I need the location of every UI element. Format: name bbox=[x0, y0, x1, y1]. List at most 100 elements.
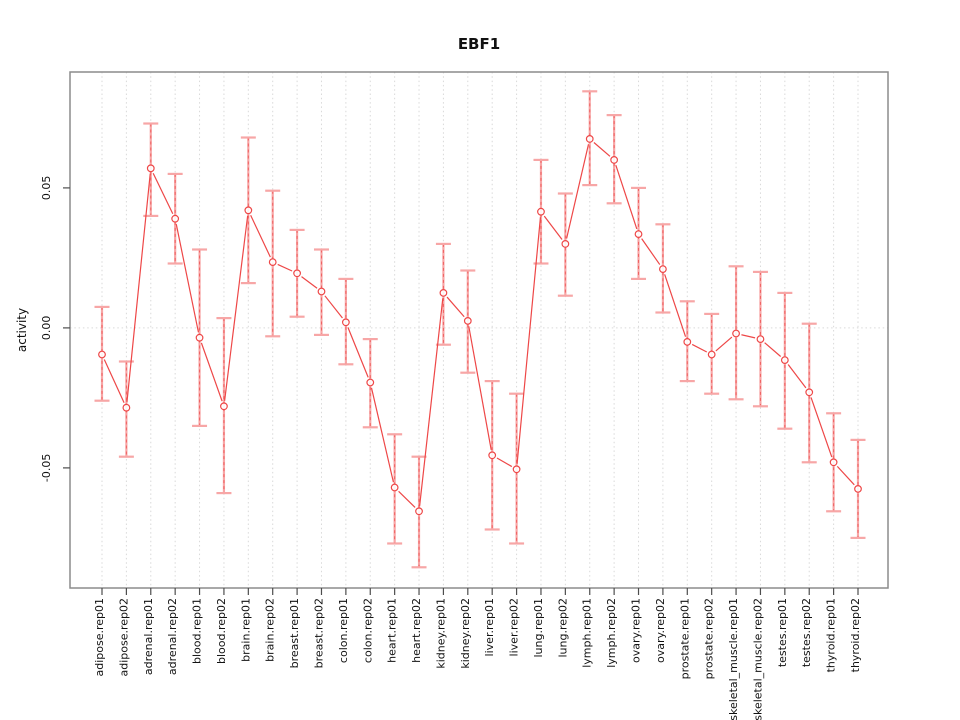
x-tick-label: testes.rep02 bbox=[800, 598, 813, 667]
x-tick-label: blood.rep02 bbox=[215, 598, 228, 664]
x-tick-label: kidney.rep01 bbox=[434, 598, 447, 669]
data-point-marker bbox=[561, 240, 570, 248]
series-line-segment bbox=[836, 465, 855, 486]
series-line-segment bbox=[446, 296, 465, 318]
x-tick-label: testes.rep01 bbox=[776, 598, 789, 667]
data-point-marker bbox=[732, 329, 740, 338]
data-point-marker bbox=[122, 403, 131, 412]
data-point-marker bbox=[268, 258, 277, 267]
data-point-marker bbox=[195, 333, 204, 342]
x-tick-label: lymph.rep02 bbox=[605, 598, 618, 668]
x-tick-label: liver.rep01 bbox=[483, 598, 496, 656]
series-line-segment bbox=[103, 359, 125, 403]
series-line-segment bbox=[664, 274, 687, 337]
data-point-marker bbox=[780, 356, 789, 364]
x-tick-label: brain.rep02 bbox=[264, 598, 277, 662]
data-point-marker bbox=[220, 402, 228, 411]
x-tick-label: heart.rep01 bbox=[386, 598, 399, 663]
x-tick-label: brain.rep01 bbox=[239, 598, 252, 662]
data-point-marker bbox=[146, 164, 155, 173]
x-tick-label: adipose.rep01 bbox=[93, 598, 106, 677]
data-point-marker bbox=[463, 317, 472, 325]
series-line-segment bbox=[370, 387, 394, 483]
x-tick-label: breast.rep02 bbox=[312, 598, 325, 668]
x-tick-label: heart.rep02 bbox=[410, 598, 423, 663]
series-line-segment bbox=[516, 217, 542, 464]
data-point-marker bbox=[439, 289, 448, 297]
data-point-marker bbox=[171, 214, 180, 223]
data-point-marker bbox=[488, 451, 497, 460]
data-point-marker bbox=[98, 350, 106, 359]
x-tick-label: skeletal_muscle.rep01 bbox=[727, 598, 740, 720]
x-tick-label: adrenal.rep01 bbox=[142, 598, 155, 675]
series-line-segment bbox=[419, 298, 444, 506]
y-tick-label: 0.00 bbox=[40, 316, 53, 341]
data-point-marker bbox=[659, 265, 667, 274]
chart-title: EBF1 bbox=[458, 35, 500, 53]
x-tick-label: breast.rep01 bbox=[288, 598, 301, 668]
data-point-marker bbox=[854, 484, 862, 493]
series-line-segment bbox=[787, 364, 807, 389]
y-tick-label: -0.05 bbox=[40, 454, 53, 482]
data-point-marker bbox=[537, 207, 545, 216]
plot-frame bbox=[69, 71, 889, 589]
x-tick-label: adrenal.rep02 bbox=[166, 598, 179, 675]
x-tick-label: blood.rep01 bbox=[191, 598, 204, 664]
data-point-marker bbox=[415, 507, 423, 516]
data-point-marker bbox=[390, 483, 399, 492]
data-point-marker bbox=[366, 378, 375, 387]
chart-generated-layer: adipose.rep01 adipose.rep02 adrenal.rep01 a… bbox=[40, 71, 889, 720]
y-tick-label: 0.05 bbox=[40, 176, 53, 201]
y-axis-title: activity bbox=[15, 308, 29, 352]
series-line-segment bbox=[741, 334, 756, 339]
data-point-marker bbox=[683, 337, 692, 346]
x-tick-label: lymph.rep01 bbox=[581, 598, 594, 668]
data-point-marker bbox=[756, 335, 765, 343]
series-line-segment bbox=[810, 397, 833, 458]
series-line-segment bbox=[543, 215, 563, 240]
series-line-segment bbox=[593, 142, 611, 157]
series-line-segment bbox=[126, 173, 151, 403]
series-line-segment bbox=[398, 490, 416, 508]
series-line-segment bbox=[250, 215, 271, 258]
x-tick-label: prostate.rep02 bbox=[703, 598, 716, 679]
series-line-segment bbox=[691, 343, 708, 353]
x-tick-label: lung.rep02 bbox=[556, 598, 569, 658]
series-line-segment bbox=[200, 342, 223, 402]
data-point-marker bbox=[707, 350, 716, 359]
x-tick-label: ovary.rep01 bbox=[630, 598, 643, 663]
x-tick-label: adipose.rep02 bbox=[117, 598, 130, 677]
data-point-marker bbox=[512, 465, 521, 474]
data-point-marker bbox=[341, 318, 350, 327]
series-line-segment bbox=[496, 457, 513, 468]
x-tick-label: kidney.rep02 bbox=[459, 598, 472, 669]
x-tick-label: ovary.rep02 bbox=[654, 598, 667, 663]
x-tick-label: thyroid.rep02 bbox=[849, 598, 862, 672]
series-line-segment bbox=[615, 164, 638, 230]
data-point-marker bbox=[317, 287, 326, 296]
series-line-segment bbox=[468, 326, 492, 450]
series-line-segment bbox=[715, 336, 733, 352]
data-point-marker bbox=[244, 206, 253, 215]
x-tick-label: prostate.rep01 bbox=[678, 598, 691, 679]
series-line-segment bbox=[641, 238, 661, 265]
series-line-segment bbox=[152, 173, 174, 215]
series-line-segment bbox=[175, 223, 200, 333]
data-point-marker bbox=[293, 269, 301, 278]
data-point-marker bbox=[805, 388, 814, 397]
x-tick-label: colon.rep02 bbox=[361, 598, 374, 663]
series-line-segment bbox=[224, 215, 249, 401]
data-point-marker bbox=[829, 458, 838, 467]
series-line-segment bbox=[324, 295, 343, 319]
series-line-segment bbox=[277, 263, 293, 272]
series-line-segment bbox=[301, 276, 318, 289]
x-tick-label: liver.rep02 bbox=[508, 598, 521, 656]
x-tick-label: thyroid.rep01 bbox=[825, 598, 838, 672]
x-tick-label: colon.rep01 bbox=[337, 598, 350, 663]
x-tick-label: lung.rep01 bbox=[532, 598, 545, 658]
data-point-marker bbox=[634, 230, 643, 239]
series-line-segment bbox=[566, 144, 590, 239]
data-point-marker bbox=[585, 135, 594, 143]
